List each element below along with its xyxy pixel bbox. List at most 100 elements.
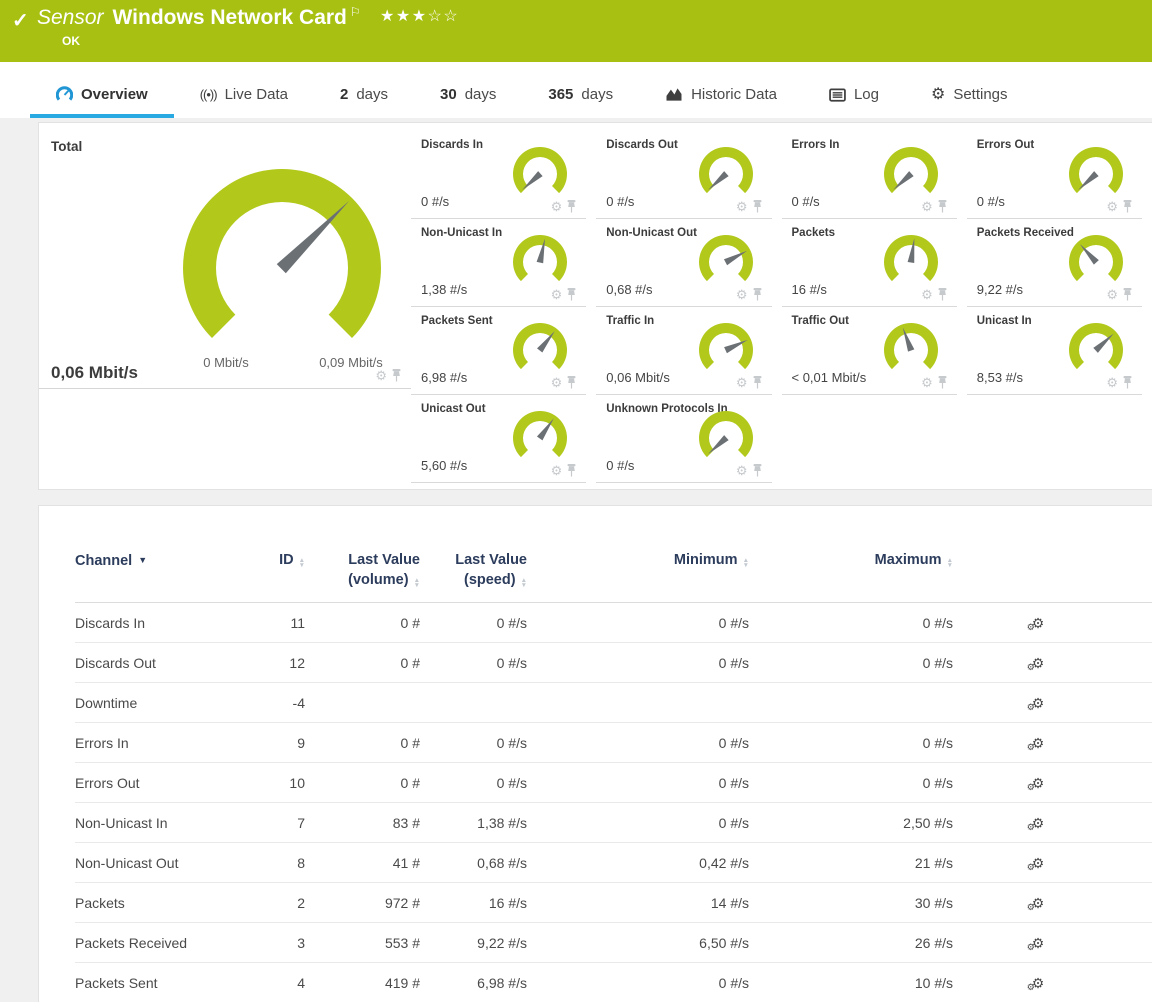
tab-historic-data[interactable]: Historic Data: [639, 86, 803, 118]
pin-icon[interactable]: [1123, 200, 1132, 213]
flag-icon[interactable]: ⚐: [350, 5, 361, 19]
gear-icon[interactable]: ⚙: [921, 288, 933, 301]
cell-channel: Non-Unicast Out: [75, 855, 255, 871]
pin-icon[interactable]: [753, 288, 762, 301]
cell-volume: 0 #: [305, 735, 420, 751]
column-label: Minimum: [674, 552, 738, 568]
priority-stars[interactable]: ★★★☆☆: [380, 6, 459, 26]
pin-icon[interactable]: [753, 200, 762, 213]
channel-settings-icon[interactable]: ⚙⚙: [1032, 696, 1045, 710]
channel-settings-icon[interactable]: ⚙⚙: [1032, 616, 1045, 630]
tab-live-data[interactable]: ((•))Live Data: [174, 86, 314, 118]
table-header-row: Channel▼ID▲▼Last Value(volume)▲▼Last Val…: [75, 506, 1152, 603]
cell-min: 0 #/s: [527, 775, 749, 791]
column-header-speed[interactable]: Last Value(speed)▲▼: [420, 550, 527, 590]
channel-settings-icon[interactable]: ⚙⚙: [1032, 776, 1045, 790]
gauge-title: Unicast In: [977, 315, 1032, 327]
tab-settings[interactable]: ⚙Settings: [905, 86, 1034, 118]
cell-max: 26 #/s: [749, 935, 953, 951]
channel-settings-icon[interactable]: ⚙⚙: [1032, 816, 1045, 830]
cell-id: 7: [255, 815, 305, 831]
cell-min: 0 #/s: [527, 615, 749, 631]
pin-icon[interactable]: [753, 376, 762, 389]
gear-icon[interactable]: ⚙: [1106, 288, 1118, 301]
gear-icon[interactable]: ⚙: [551, 464, 563, 477]
column-label: Channel: [75, 553, 132, 569]
gear-icon[interactable]: ⚙: [551, 200, 563, 213]
pin-icon[interactable]: [938, 200, 947, 213]
gauge-value: 6,98 #/s: [421, 370, 467, 385]
tab-number: 365: [548, 86, 573, 103]
pin-icon[interactable]: [753, 464, 762, 477]
gauge-title: Errors In: [792, 139, 840, 151]
gear-icon[interactable]: ⚙: [551, 288, 563, 301]
gear-icon[interactable]: ⚙: [921, 200, 933, 213]
gauge-title: Packets: [792, 227, 835, 239]
gauge-title: Packets Sent: [421, 315, 493, 327]
pin-icon[interactable]: [938, 288, 947, 301]
pin-icon[interactable]: [567, 376, 576, 389]
channel-settings-icon[interactable]: ⚙⚙: [1032, 976, 1045, 990]
tab-2-days[interactable]: 2days: [314, 86, 414, 118]
tab-overview[interactable]: Overview: [30, 86, 174, 118]
pin-icon[interactable]: [1123, 376, 1132, 389]
gauge-value: 9,22 #/s: [977, 282, 1023, 297]
cell-channel: Non-Unicast In: [75, 815, 255, 831]
cell-id: 9: [255, 735, 305, 751]
cell-actions: ⚙⚙: [953, 816, 1123, 830]
sort-icon: ▲▼: [521, 579, 527, 588]
column-header-volume[interactable]: Last Value(volume)▲▼: [305, 550, 420, 590]
gauge-icon: [56, 86, 73, 103]
cell-speed: 0 #/s: [420, 615, 527, 631]
gear-icon[interactable]: ⚙: [736, 288, 748, 301]
channels-table-panel: Channel▼ID▲▼Last Value(volume)▲▼Last Val…: [38, 505, 1152, 1002]
column-header-channel[interactable]: Channel▼: [75, 550, 255, 571]
tab-label: Historic Data: [691, 86, 777, 103]
gauge-traffic-out: Traffic Out< 0,01 Mbit/s⚙: [782, 307, 957, 395]
column-header-min[interactable]: Minimum▲▼: [527, 550, 749, 570]
gauge-cell-icons: ⚙: [551, 464, 577, 477]
channel-settings-icon[interactable]: ⚙⚙: [1032, 896, 1045, 910]
gauge-value: 5,60 #/s: [421, 458, 467, 473]
gear-icon[interactable]: ⚙: [736, 464, 748, 477]
cell-min: 0,42 #/s: [527, 855, 749, 871]
tab-label: days: [356, 86, 388, 103]
tab-365-days[interactable]: 365days: [522, 86, 639, 118]
pin-icon[interactable]: [567, 464, 576, 477]
column-label: Maximum: [875, 552, 942, 568]
gear-icon[interactable]: ⚙: [1106, 376, 1118, 389]
cell-id: 12: [255, 655, 305, 671]
cell-min: 0 #/s: [527, 735, 749, 751]
gauge-packets-received: Packets Received 9,22 #/s ⚙: [967, 219, 1142, 307]
column-header-max[interactable]: Maximum▲▼: [749, 550, 953, 570]
channel-settings-icon[interactable]: ⚙⚙: [1032, 656, 1045, 670]
cell-channel: Errors Out: [75, 775, 255, 791]
gear-icon[interactable]: ⚙: [736, 376, 748, 389]
gauge-cell-icons: ⚙: [551, 376, 577, 389]
tab-log[interactable]: Log: [803, 86, 905, 118]
tab-30-days[interactable]: 30days: [414, 86, 522, 118]
column-header-id[interactable]: ID▲▼: [255, 550, 305, 570]
cell-max: 2,50 #/s: [749, 815, 953, 831]
gear-icon[interactable]: ⚙: [551, 376, 563, 389]
pin-icon[interactable]: [567, 200, 576, 213]
pin-icon[interactable]: [567, 288, 576, 301]
pin-icon[interactable]: [1123, 288, 1132, 301]
gauge-title: Packets Received: [977, 227, 1074, 239]
gauge-dial: [508, 409, 572, 465]
gauge-dial: [1064, 145, 1128, 201]
channel-settings-icon[interactable]: ⚙⚙: [1032, 856, 1045, 870]
cell-actions: ⚙⚙: [953, 776, 1123, 790]
gear-icon[interactable]: ⚙: [736, 200, 748, 213]
cell-max: 0 #/s: [749, 775, 953, 791]
pin-icon[interactable]: [938, 376, 947, 389]
cell-actions: ⚙⚙: [953, 696, 1123, 710]
gear-icon[interactable]: ⚙: [921, 376, 933, 389]
channel-settings-icon[interactable]: ⚙⚙: [1032, 736, 1045, 750]
pin-icon[interactable]: [392, 369, 401, 382]
table-row-discards-out: Discards Out120 #0 #/s0 #/s0 #/s⚙⚙: [75, 643, 1152, 683]
gear-icon[interactable]: ⚙: [1106, 200, 1118, 213]
channel-settings-icon[interactable]: ⚙⚙: [1032, 936, 1045, 950]
gear-icon[interactable]: ⚙: [375, 369, 387, 382]
tab-label: Settings: [953, 86, 1007, 103]
